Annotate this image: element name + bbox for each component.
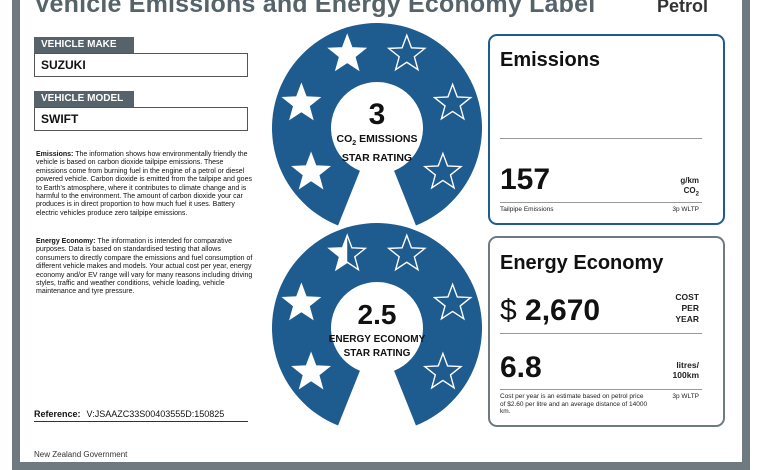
emissions-star-2	[281, 82, 322, 121]
emissions-star-3	[327, 33, 368, 72]
emissions-value: 157	[500, 163, 551, 196]
economy-star-1	[291, 351, 332, 390]
economy-panel: Energy Economy $ 2,670 COST PER YEAR 6.8…	[488, 236, 725, 427]
emissions-center-disc	[332, 83, 422, 173]
emissions-rating-line1: CO2 EMISSIONS	[336, 133, 418, 148]
economy-rating-value: 2.5	[357, 299, 397, 330]
footer-text: New Zealand Government	[34, 450, 128, 459]
economy-star-3-half	[329, 235, 348, 270]
economy-star-5	[432, 282, 473, 321]
emissions-divider-bottom	[500, 202, 702, 203]
vehicle-model-heading: VEHICLE MODEL	[34, 91, 134, 107]
emissions-rating-center: 3 CO2 EMISSIONS STAR RATING	[316, 98, 438, 165]
consumption-unit: litres/ 100km	[672, 360, 699, 380]
emissions-note: Tailpipe Emissions	[500, 206, 554, 213]
economy-rating-line1: ENERGY ECONOMY	[328, 334, 426, 345]
emissions-info-text: The information shows how environmentall…	[36, 151, 252, 217]
emissions-panel: Emissions 157 g/km CO2 Tailpipe Emission…	[488, 34, 725, 225]
vehicle-make-value: SUZUKI	[34, 53, 248, 77]
emissions-star-ring	[272, 23, 483, 226]
consumption-value: 6.8	[500, 351, 542, 384]
emissions-star-1	[291, 151, 332, 190]
emissions-ring-shape	[272, 23, 483, 226]
economy-info: Energy Economy: The information is inten…	[36, 238, 254, 297]
emissions-star-6	[422, 151, 463, 190]
economy-star-4	[386, 233, 427, 272]
economy-rating-center: 2.5 ENERGY ECONOMY STAR RATING	[316, 298, 438, 361]
economy-ring-shape	[272, 223, 483, 426]
vehicle-model-value: SWIFT	[34, 107, 248, 131]
emissions-star-4	[386, 33, 427, 72]
star-rating-graphics	[272, 23, 483, 426]
cost-unit: COST PER YEAR	[675, 292, 699, 324]
reference-value: V:JSAAZC33S00403555D:150825	[86, 409, 225, 419]
label-title: Vehicle Emissions and Energy Economy Lab…	[34, 0, 596, 18]
emissions-info-heading: Emissions:	[36, 151, 74, 158]
cost-per-year: $ 2,670	[500, 294, 600, 328]
reference-label: Reference:	[34, 409, 81, 419]
economy-star-6	[422, 351, 463, 390]
cost-value: 2,670	[525, 294, 601, 327]
economy-divider	[500, 333, 702, 334]
economy-note: Cost per year is an estimate based on pe…	[500, 393, 648, 415]
emissions-panel-title: Emissions	[500, 49, 601, 71]
economy-center-disc	[332, 283, 422, 373]
economy-panel-title: Energy Economy	[500, 252, 664, 274]
economy-star-ring	[272, 223, 483, 426]
emissions-rating-line2: STAR RATING	[341, 152, 413, 165]
economy-info-text: The information is intended for comparat…	[36, 238, 253, 296]
economy-divider-bottom	[500, 389, 702, 390]
emissions-info: Emissions: The information shows how env…	[36, 151, 254, 218]
reference-line: Reference: V:JSAAZC33S00403555D:150825	[34, 408, 248, 422]
vehicle-make-heading: VEHICLE MAKE	[34, 37, 134, 53]
economy-test-standard: 3p WLTP	[672, 393, 699, 400]
currency-symbol: $	[500, 294, 517, 327]
fuel-type: Petrol	[657, 0, 709, 16]
emissions-star-5	[432, 82, 473, 121]
emissions-divider	[500, 138, 702, 139]
economy-info-heading: Energy Economy:	[36, 238, 96, 245]
economy-star-2	[281, 282, 322, 321]
emissions-test-standard: 3p WLTP	[672, 206, 699, 213]
emissions-rating-value: 3	[368, 98, 386, 131]
economy-rating-line2: STAR RATING	[343, 348, 411, 359]
emissions-unit: g/km CO2	[680, 176, 699, 198]
